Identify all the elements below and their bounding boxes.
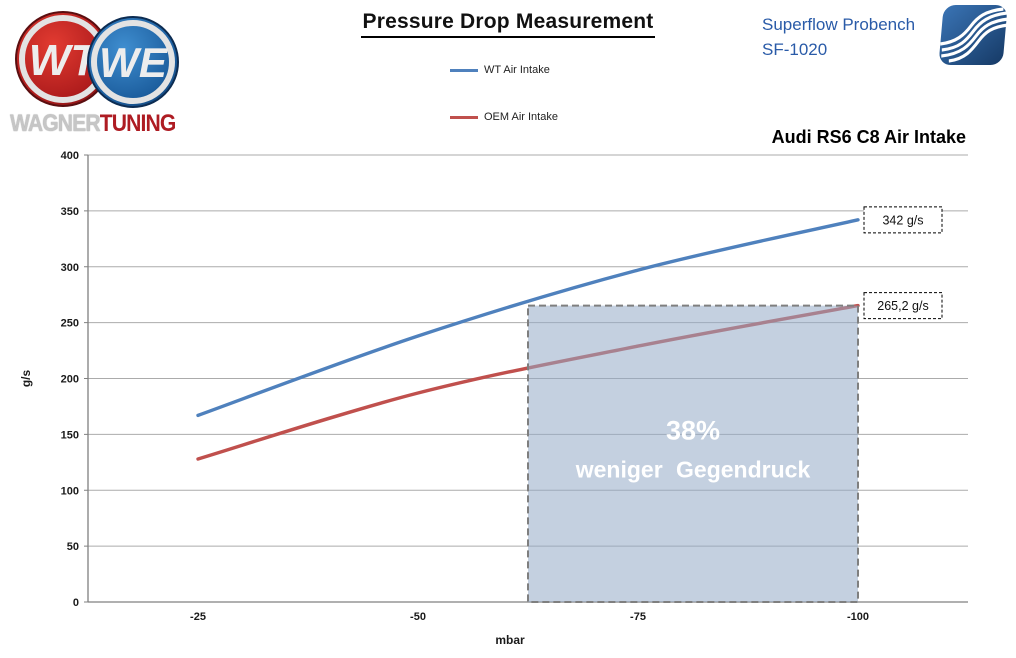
y-tick-label: 350	[61, 206, 79, 218]
x-tick-label: -75	[630, 611, 646, 623]
region-annotation-percent: 38%	[666, 416, 720, 446]
data-label-text: 342 g/s	[882, 213, 923, 227]
oem-line-swatch	[450, 115, 478, 119]
y-tick-label: 0	[73, 597, 79, 609]
device-name: Superflow Probench	[762, 15, 916, 34]
legend-label-oem: OEM Air Intake	[484, 111, 558, 123]
y-tick-label: 200	[61, 374, 79, 386]
svg-text:WE: WE	[99, 39, 169, 86]
wt-line-swatch	[450, 68, 478, 72]
data-label-box	[863, 292, 943, 320]
highlight-region	[528, 305, 858, 602]
y-axis-title: g/s	[19, 370, 33, 388]
device-label: Superflow Probench SF-1020	[762, 12, 915, 62]
x-axis-title: mbar	[495, 633, 525, 647]
legend-label-wt: WT Air Intake	[484, 64, 550, 76]
y-tick-label: 100	[61, 485, 79, 497]
chart-subtitle: Audi RS6 C8 Air Intake	[771, 127, 966, 147]
wagner-wordmark-tuning: TUNING	[99, 110, 177, 137]
y-tick-label: 50	[67, 541, 79, 553]
series-line-wt	[196, 218, 860, 418]
x-tick-label: -50	[410, 611, 426, 623]
x-tick-label: -100	[847, 611, 869, 623]
region-annotation-text: weniger Gegendruck	[575, 457, 811, 483]
wagner-emblems-icon: WT WE	[15, 11, 179, 108]
wagner-tuning-logo: WT WE WAGNER TUNING	[6, 4, 186, 137]
wagner-wordmark: WAGNER TUNING	[10, 110, 177, 138]
x-tick-label: -25	[190, 611, 206, 623]
legend-item-wt: WT Air Intake	[450, 62, 558, 78]
legend-item-oem: OEM Air Intake	[450, 109, 558, 125]
y-tick-label: 300	[61, 262, 79, 274]
y-tick-label: 150	[61, 429, 79, 441]
device-model: SF-1020	[762, 40, 828, 59]
superflow-logo-icon	[939, 5, 1009, 65]
data-label-text: 265,2 g/s	[877, 299, 928, 313]
y-tick-label: 250	[61, 318, 79, 330]
chart-legend: WT Air Intake OEM Air Intake	[450, 62, 558, 156]
highlight-region-border	[527, 304, 859, 603]
y-tick-label: 400	[61, 150, 79, 162]
data-label-box	[863, 206, 943, 234]
wagner-wordmark-wagner: WAGNER	[10, 110, 101, 137]
